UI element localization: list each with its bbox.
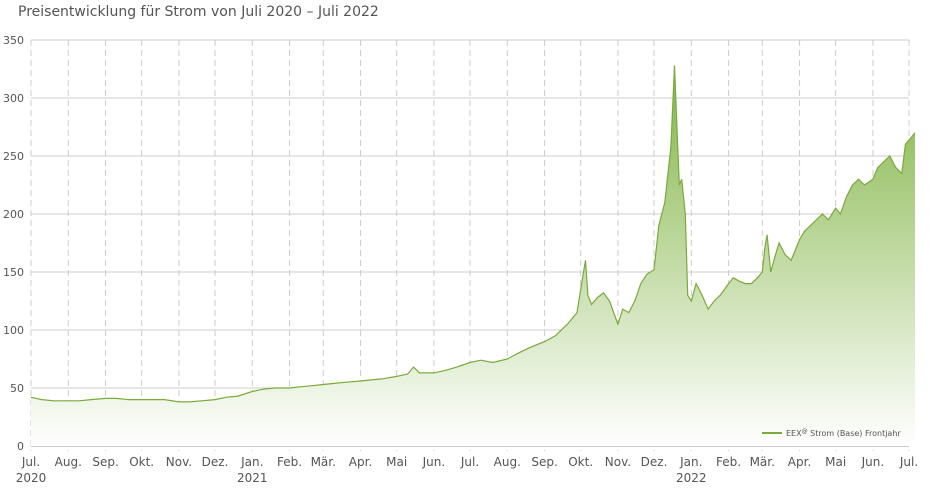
x-axis-ticks: Jul. Aug. Sep. Okt. Nov. Dez. Jan. Feb. Mär. Apr.… [21, 455, 918, 469]
x-tick-label: Feb. [277, 455, 302, 469]
series-line [30, 65, 916, 403]
x-tick-label: Jun. [861, 455, 885, 469]
x-tick-label: Jan. [240, 455, 263, 469]
y-tick-label: 150 [3, 266, 24, 279]
x-tick-label: Nov. [605, 455, 631, 469]
x-tick-label: Jan. [679, 455, 702, 469]
year-label: 2021 [237, 471, 268, 485]
chart-title: Preisentwicklung für Strom von Juli 2020… [18, 4, 379, 20]
y-tick-label: 200 [3, 208, 24, 221]
x-tick-label: Mai [825, 455, 846, 469]
x-tick-label: Jul. [460, 455, 479, 469]
x-tick-label: Okt. [129, 455, 154, 469]
x-tick-label: Feb. [716, 455, 741, 469]
y-tick-label: 100 [3, 324, 24, 337]
y-axis-ticks: 0 50 100 150 200 250 300 350 [3, 34, 24, 453]
year-label: 2020 [16, 471, 47, 485]
x-tick-label: Apr. [788, 455, 811, 469]
x-tick-label: Sep. [531, 455, 557, 469]
x-tick-label: Aug. [55, 455, 82, 469]
x-tick-label: Apr. [349, 455, 372, 469]
y-tick-label: 50 [10, 382, 24, 395]
x-tick-label: Nov. [166, 455, 192, 469]
legend-prefix: EEX [786, 429, 802, 438]
legend-suffix: Strom (Base) Frontjahr [810, 429, 901, 438]
year-label: 2022 [676, 471, 707, 485]
legend-label: EEX@ Strom (Base) Frontjahr [786, 428, 901, 438]
x-tick-label: Jul. [899, 455, 918, 469]
legend-superscript: @ [802, 428, 808, 435]
x-tick-label: Mär. [311, 455, 336, 469]
x-tick-label: Jun. [422, 455, 446, 469]
x-tick-label: Sep. [92, 455, 118, 469]
x-tick-label: Dez. [641, 455, 668, 469]
y-tick-label: 250 [3, 150, 24, 163]
x-tick-label: Aug. [494, 455, 521, 469]
x-tick-label: Jul. [21, 455, 40, 469]
y-tick-label: 0 [17, 440, 24, 453]
series-area [31, 65, 915, 446]
x-tick-label: Okt. [568, 455, 593, 469]
x-tick-label: Mär. [750, 455, 775, 469]
year-labels: 2020 2021 2022 [16, 471, 707, 485]
legend: EEX@ Strom (Base) Frontjahr [762, 428, 901, 438]
y-tick-label: 300 [3, 92, 24, 105]
x-tick-label: Dez. [202, 455, 229, 469]
x-tick-label: Mai [386, 455, 407, 469]
y-tick-label: 350 [3, 34, 24, 47]
